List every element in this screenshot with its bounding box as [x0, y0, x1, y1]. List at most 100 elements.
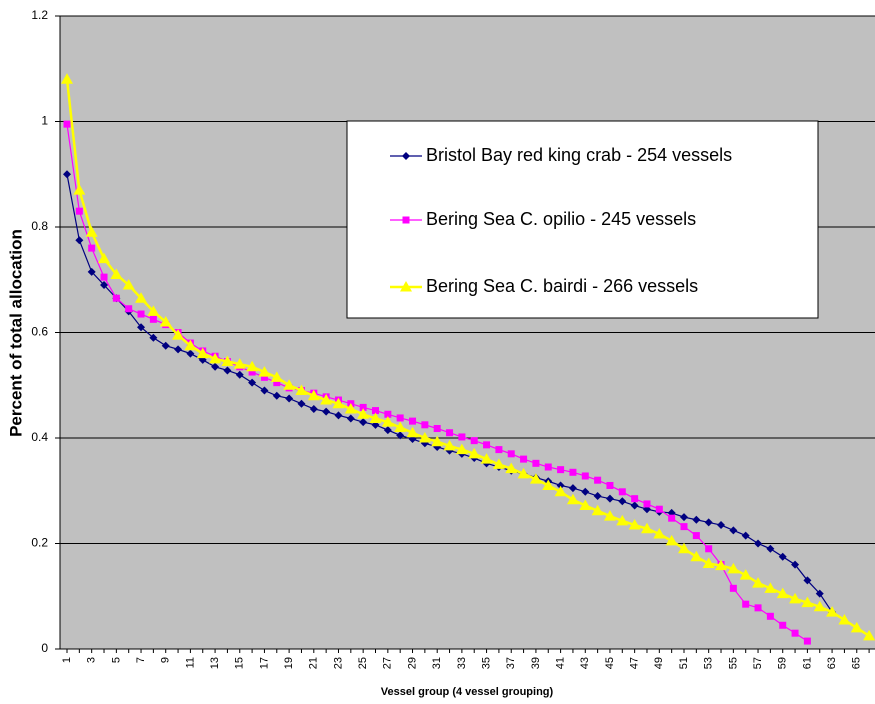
marker: [702, 557, 715, 569]
marker: [332, 397, 345, 409]
y-tick-label: 1.2: [31, 8, 48, 22]
marker: [532, 459, 540, 467]
marker: [557, 466, 565, 474]
marker: [112, 294, 120, 302]
marker: [594, 476, 602, 484]
marker: [742, 600, 750, 608]
marker: [272, 391, 281, 400]
marker: [421, 421, 429, 429]
x-tick-label: 1: [61, 657, 73, 663]
marker: [396, 431, 405, 440]
marker: [283, 379, 296, 390]
x-tick-label: 33: [456, 657, 468, 669]
marker: [593, 492, 602, 501]
marker: [307, 389, 320, 401]
marker: [248, 378, 257, 387]
marker: [715, 559, 728, 571]
marker: [579, 499, 592, 511]
marker: [357, 408, 370, 419]
x-tick-label: 7: [135, 657, 147, 663]
marker: [372, 407, 379, 415]
marker: [381, 416, 394, 427]
marker: [778, 552, 787, 561]
marker: [704, 518, 713, 527]
marker: [739, 569, 752, 580]
marker: [616, 514, 629, 526]
y-tick-label: 0: [41, 641, 48, 655]
x-tick-label: 47: [629, 657, 641, 669]
marker: [803, 576, 812, 585]
y-tick-label: 0.8: [31, 219, 48, 233]
marker: [838, 613, 851, 625]
x-tick-label: 53: [703, 657, 715, 669]
marker: [346, 414, 355, 423]
marker: [815, 589, 824, 598]
marker: [678, 542, 690, 554]
x-tick-label: 19: [283, 657, 295, 669]
marker: [258, 366, 271, 377]
y-tick-label: 0.6: [31, 325, 48, 339]
marker: [618, 488, 626, 496]
marker: [692, 532, 700, 540]
y-tick-label: 0.4: [31, 430, 48, 444]
x-tick-label: 45: [604, 657, 616, 669]
marker: [483, 441, 491, 449]
legend-label: Bering Sea C. bairdi - 266 vessels: [426, 276, 698, 296]
marker: [581, 472, 589, 480]
x-tick-label: 23: [332, 657, 344, 669]
marker: [764, 582, 777, 593]
marker: [850, 621, 863, 633]
marker: [492, 458, 505, 469]
marker: [628, 519, 641, 530]
marker: [344, 402, 357, 414]
marker: [369, 412, 382, 423]
marker: [680, 513, 688, 522]
x-tick-label: 43: [579, 657, 591, 669]
marker: [680, 523, 688, 531]
marker: [209, 352, 222, 364]
marker: [826, 606, 839, 617]
marker: [458, 433, 466, 441]
marker: [122, 279, 135, 290]
marker: [394, 421, 407, 432]
marker: [813, 600, 826, 612]
legend: Bristol Bay red king crab - 254 vessels B…: [346, 120, 819, 319]
marker: [260, 373, 268, 381]
marker: [149, 333, 158, 342]
marker: [63, 170, 71, 179]
x-tick-label: 9: [160, 657, 172, 663]
marker: [791, 560, 800, 569]
marker: [801, 596, 814, 608]
marker: [752, 577, 765, 588]
marker: [517, 467, 530, 479]
x-tick-label: 63: [826, 657, 838, 669]
marker: [705, 545, 713, 553]
marker: [520, 455, 528, 463]
marker: [402, 152, 410, 160]
marker: [322, 407, 331, 416]
marker: [791, 629, 799, 637]
marker: [223, 366, 232, 375]
marker: [246, 360, 259, 372]
marker: [766, 544, 775, 553]
marker: [618, 497, 627, 506]
legend-box: [346, 120, 819, 319]
marker: [431, 435, 444, 447]
marker: [741, 531, 750, 540]
marker: [359, 403, 367, 411]
marker: [717, 521, 726, 530]
x-tick-label: 27: [382, 657, 394, 669]
marker: [61, 73, 73, 84]
marker: [779, 621, 787, 629]
marker: [640, 522, 653, 534]
legend-label: Bering Sea C. opilio - 245 vessels: [426, 209, 696, 229]
marker: [606, 481, 614, 489]
marker: [653, 528, 666, 539]
legend-label: Bristol Bay red king crab - 254 vessels: [426, 145, 732, 165]
marker: [603, 510, 616, 521]
x-tick-label: 39: [530, 657, 542, 669]
marker: [211, 362, 220, 371]
x-tick-label: 5: [110, 657, 122, 663]
marker: [320, 394, 333, 405]
marker: [729, 584, 737, 592]
